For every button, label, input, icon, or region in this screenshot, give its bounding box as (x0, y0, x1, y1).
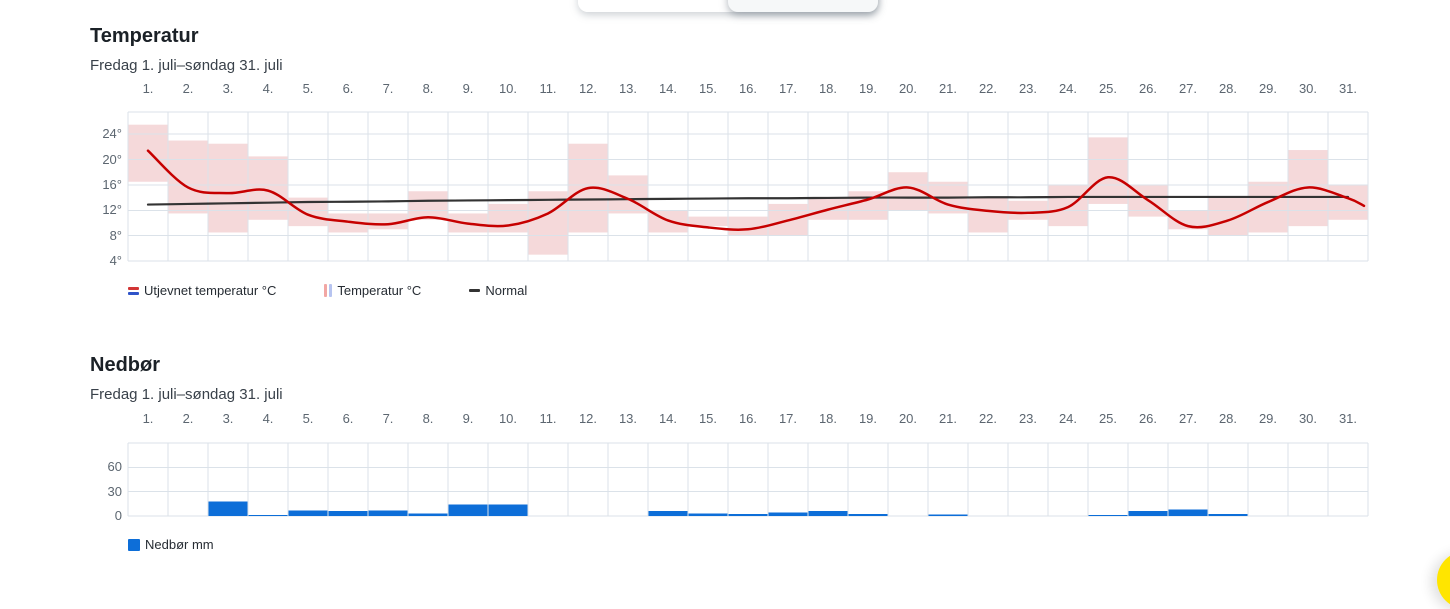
x-tick-label: 23. (1018, 411, 1038, 426)
temperature-title: Temperatur (90, 25, 199, 47)
y-tick-label: 0 (114, 508, 122, 523)
legend-item-normal: Normal (469, 283, 527, 298)
x-tick-label: 14. (658, 411, 678, 426)
x-tick-label: 18. (818, 411, 838, 426)
y-tick-label: 16° (102, 177, 122, 192)
precipitation-subtitle: Fredag 1. juli–søndag 31. juli (90, 386, 283, 403)
x-tick-label: 15. (698, 411, 718, 426)
y-tick-label: 4° (109, 253, 122, 268)
x-tick-label: 26. (1138, 411, 1158, 426)
x-tick-label: 11. (539, 411, 557, 426)
temperature-chart (127, 111, 1369, 262)
x-tick-label: 26. (1138, 81, 1158, 96)
precipitation-x-axis-labels: 1. 2. 3. 4. 5. 6. 7. 8. 9. 10. 11. 12. 13. 14. 15. 16. 1… (128, 411, 1368, 427)
x-tick-label: 31. (1338, 81, 1358, 96)
precipitation-title: Nedbør (90, 354, 160, 376)
x-tick-label: 7. (382, 81, 394, 96)
normal-line-icon (469, 289, 481, 292)
x-tick-label: 19. (858, 411, 878, 426)
x-tick-label: 7. (382, 411, 394, 426)
x-tick-label: 30. (1298, 411, 1318, 426)
legend-item-smoothed-temperature: Utjevnet temperatur °C (128, 283, 276, 298)
x-tick-label: 21. (938, 81, 958, 96)
x-tick-label: 15. (698, 81, 718, 96)
x-tick-label: 25. (1098, 411, 1118, 426)
x-tick-label: 30. (1298, 81, 1318, 96)
x-tick-label: 19. (858, 81, 878, 96)
x-tick-label: 22. (978, 411, 998, 426)
legend-label: Utjevnet temperatur °C (144, 283, 277, 298)
x-tick-label: 8. (422, 81, 434, 96)
x-tick-label: 17. (778, 81, 798, 96)
y-tick-label: 8° (109, 228, 122, 243)
legend-label: Nedbør mm (145, 537, 214, 552)
x-tick-label: 4. (262, 81, 274, 96)
x-tick-label: 9. (462, 411, 474, 426)
x-tick-label: 17. (778, 411, 798, 426)
legend-item-temperature-range: Temperatur °C (324, 283, 421, 298)
x-tick-label: 27. (1178, 411, 1198, 426)
x-tick-label: 13. (618, 411, 638, 426)
smoothed-temperature-icon (128, 286, 139, 295)
x-tick-label: 28. (1218, 81, 1238, 96)
x-tick-label: 25. (1098, 81, 1118, 96)
x-tick-label: 16. (738, 411, 758, 426)
legend-label: Normal (485, 283, 528, 298)
x-tick-label: 20. (898, 411, 918, 426)
x-tick-label: 5. (302, 81, 314, 96)
x-tick-label: 14. (658, 81, 678, 96)
y-tick-label: 12° (102, 202, 122, 217)
x-tick-label: 31. (1338, 411, 1358, 426)
view-toggle-left-button[interactable] (578, 0, 728, 12)
x-tick-label: 6. (342, 411, 354, 426)
x-tick-label: 2. (182, 411, 194, 426)
x-tick-label: 11. (539, 81, 557, 96)
x-tick-label: 22. (978, 81, 998, 96)
legend-item-precipitation: Nedbør mm (128, 537, 214, 552)
x-tick-label: 12. (578, 81, 598, 96)
x-tick-label: 10. (498, 411, 518, 426)
x-tick-label: 9. (462, 81, 474, 96)
x-tick-label: 3. (222, 81, 234, 96)
y-tick-label: 20° (102, 152, 122, 167)
x-tick-label: 28. (1218, 411, 1238, 426)
temperature-legend: Utjevnet temperatur °C Temperatur °C Nor… (128, 283, 527, 298)
temperature-range-icon (324, 284, 333, 297)
x-tick-label: 16. (738, 81, 758, 96)
x-tick-label: 1. (142, 81, 154, 96)
precipitation-bar-icon (128, 538, 140, 551)
x-tick-label: 10. (498, 81, 518, 96)
x-tick-label: 8. (422, 411, 434, 426)
x-tick-label: 27. (1178, 81, 1198, 96)
y-tick-label: 60 (107, 459, 122, 474)
weather-statistics-page: { "temperature": { "title": "Temperatur"… (90, 0, 1450, 609)
x-tick-label: 5. (302, 411, 314, 426)
temperature-subtitle: Fredag 1. juli–søndag 31. juli (90, 57, 283, 74)
x-tick-label: 24. (1058, 411, 1078, 426)
precipitation-legend: Nedbør mm (128, 537, 214, 552)
x-tick-label: 1. (142, 411, 154, 426)
chat-button[interactable] (1437, 551, 1450, 609)
precipitation-chart (127, 442, 1369, 517)
y-tick-label: 30 (107, 484, 122, 499)
view-toggle[interactable] (578, 0, 878, 12)
temperature-x-axis-labels: 1. 2. 3. 4. 5. 6. 7. 8. 9. 10. 11. 12. 13. 14. 15. 16. 1… (128, 81, 1368, 97)
x-tick-label: 6. (342, 81, 354, 96)
x-tick-label: 20. (898, 81, 918, 96)
view-toggle-right-button[interactable] (728, 0, 878, 12)
x-tick-label: 3. (222, 411, 234, 426)
legend-label: Temperatur °C (337, 283, 422, 298)
y-tick-label: 24° (102, 126, 122, 141)
x-tick-label: 13. (618, 81, 638, 96)
x-tick-label: 4. (262, 411, 274, 426)
x-tick-label: 23. (1018, 81, 1038, 96)
x-tick-label: 29. (1258, 81, 1278, 96)
x-tick-label: 12. (578, 411, 598, 426)
x-tick-label: 24. (1058, 81, 1078, 96)
x-tick-label: 2. (182, 81, 194, 96)
x-tick-label: 21. (938, 411, 958, 426)
x-tick-label: 18. (818, 81, 838, 96)
x-tick-label: 29. (1258, 411, 1278, 426)
